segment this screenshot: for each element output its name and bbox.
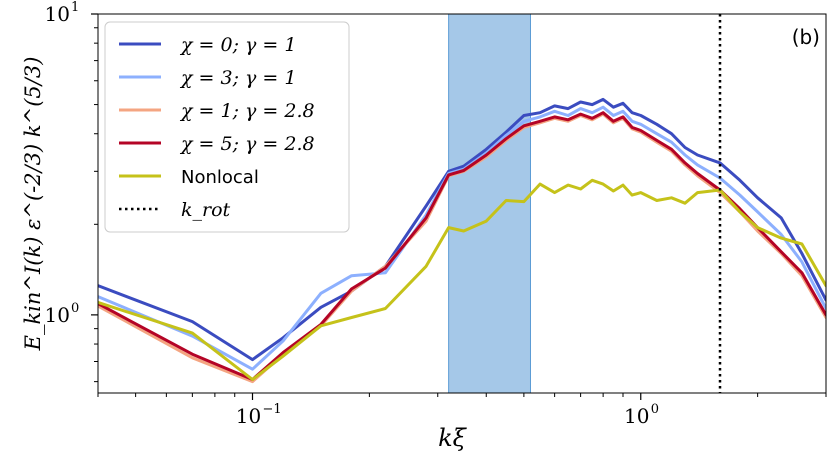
x-tick-exp-0: −1 <box>263 402 282 417</box>
x-tick-label-1: 10 <box>624 404 649 428</box>
plot-frame <box>97 13 827 394</box>
legend-box <box>104 21 350 233</box>
y-tick-exp-0: 0 <box>71 301 79 316</box>
axis-labels-layer: kξ E_kin^I(k) ε^(-2/3) k^(5/3) <box>21 57 468 452</box>
panel-label: (b) <box>792 25 820 49</box>
legend-label-3: χ = 5; γ = 2.8 <box>179 133 315 155</box>
ticks-layer: 10 −1 10 010 010 1 <box>45 0 827 428</box>
legend-label-0: χ = 0; γ = 1 <box>179 34 296 56</box>
legend: χ = 0; γ = 1 χ = 3; γ = 1 χ = 1; γ = 2.8 χ … <box>104 21 350 233</box>
y-tick-label-0: 10 <box>45 303 70 327</box>
legend-label-4: Nonlocal <box>181 167 259 188</box>
series-line-3 <box>98 111 826 381</box>
series-layer <box>98 97 826 384</box>
y-tick-exp-1: 1 <box>71 0 79 15</box>
shaded-band-layer <box>448 13 531 394</box>
series-line-1 <box>98 105 826 371</box>
series-line-4 <box>98 178 826 381</box>
x-tick-label-0: 10 <box>236 404 261 428</box>
x-axis-label: kξ <box>438 424 468 452</box>
legend-label-5: k_rot <box>181 199 231 221</box>
y-tick-label-1: 10 <box>45 2 70 26</box>
shaded-band <box>448 13 531 394</box>
y-axis-label: E_kin^I(k) ε^(-2/3) k^(5/3) <box>21 57 45 352</box>
legend-label-2: χ = 1; γ = 2.8 <box>179 100 315 122</box>
legend-label-1: χ = 3; γ = 1 <box>179 67 296 89</box>
x-tick-exp-1: 0 <box>651 402 659 417</box>
